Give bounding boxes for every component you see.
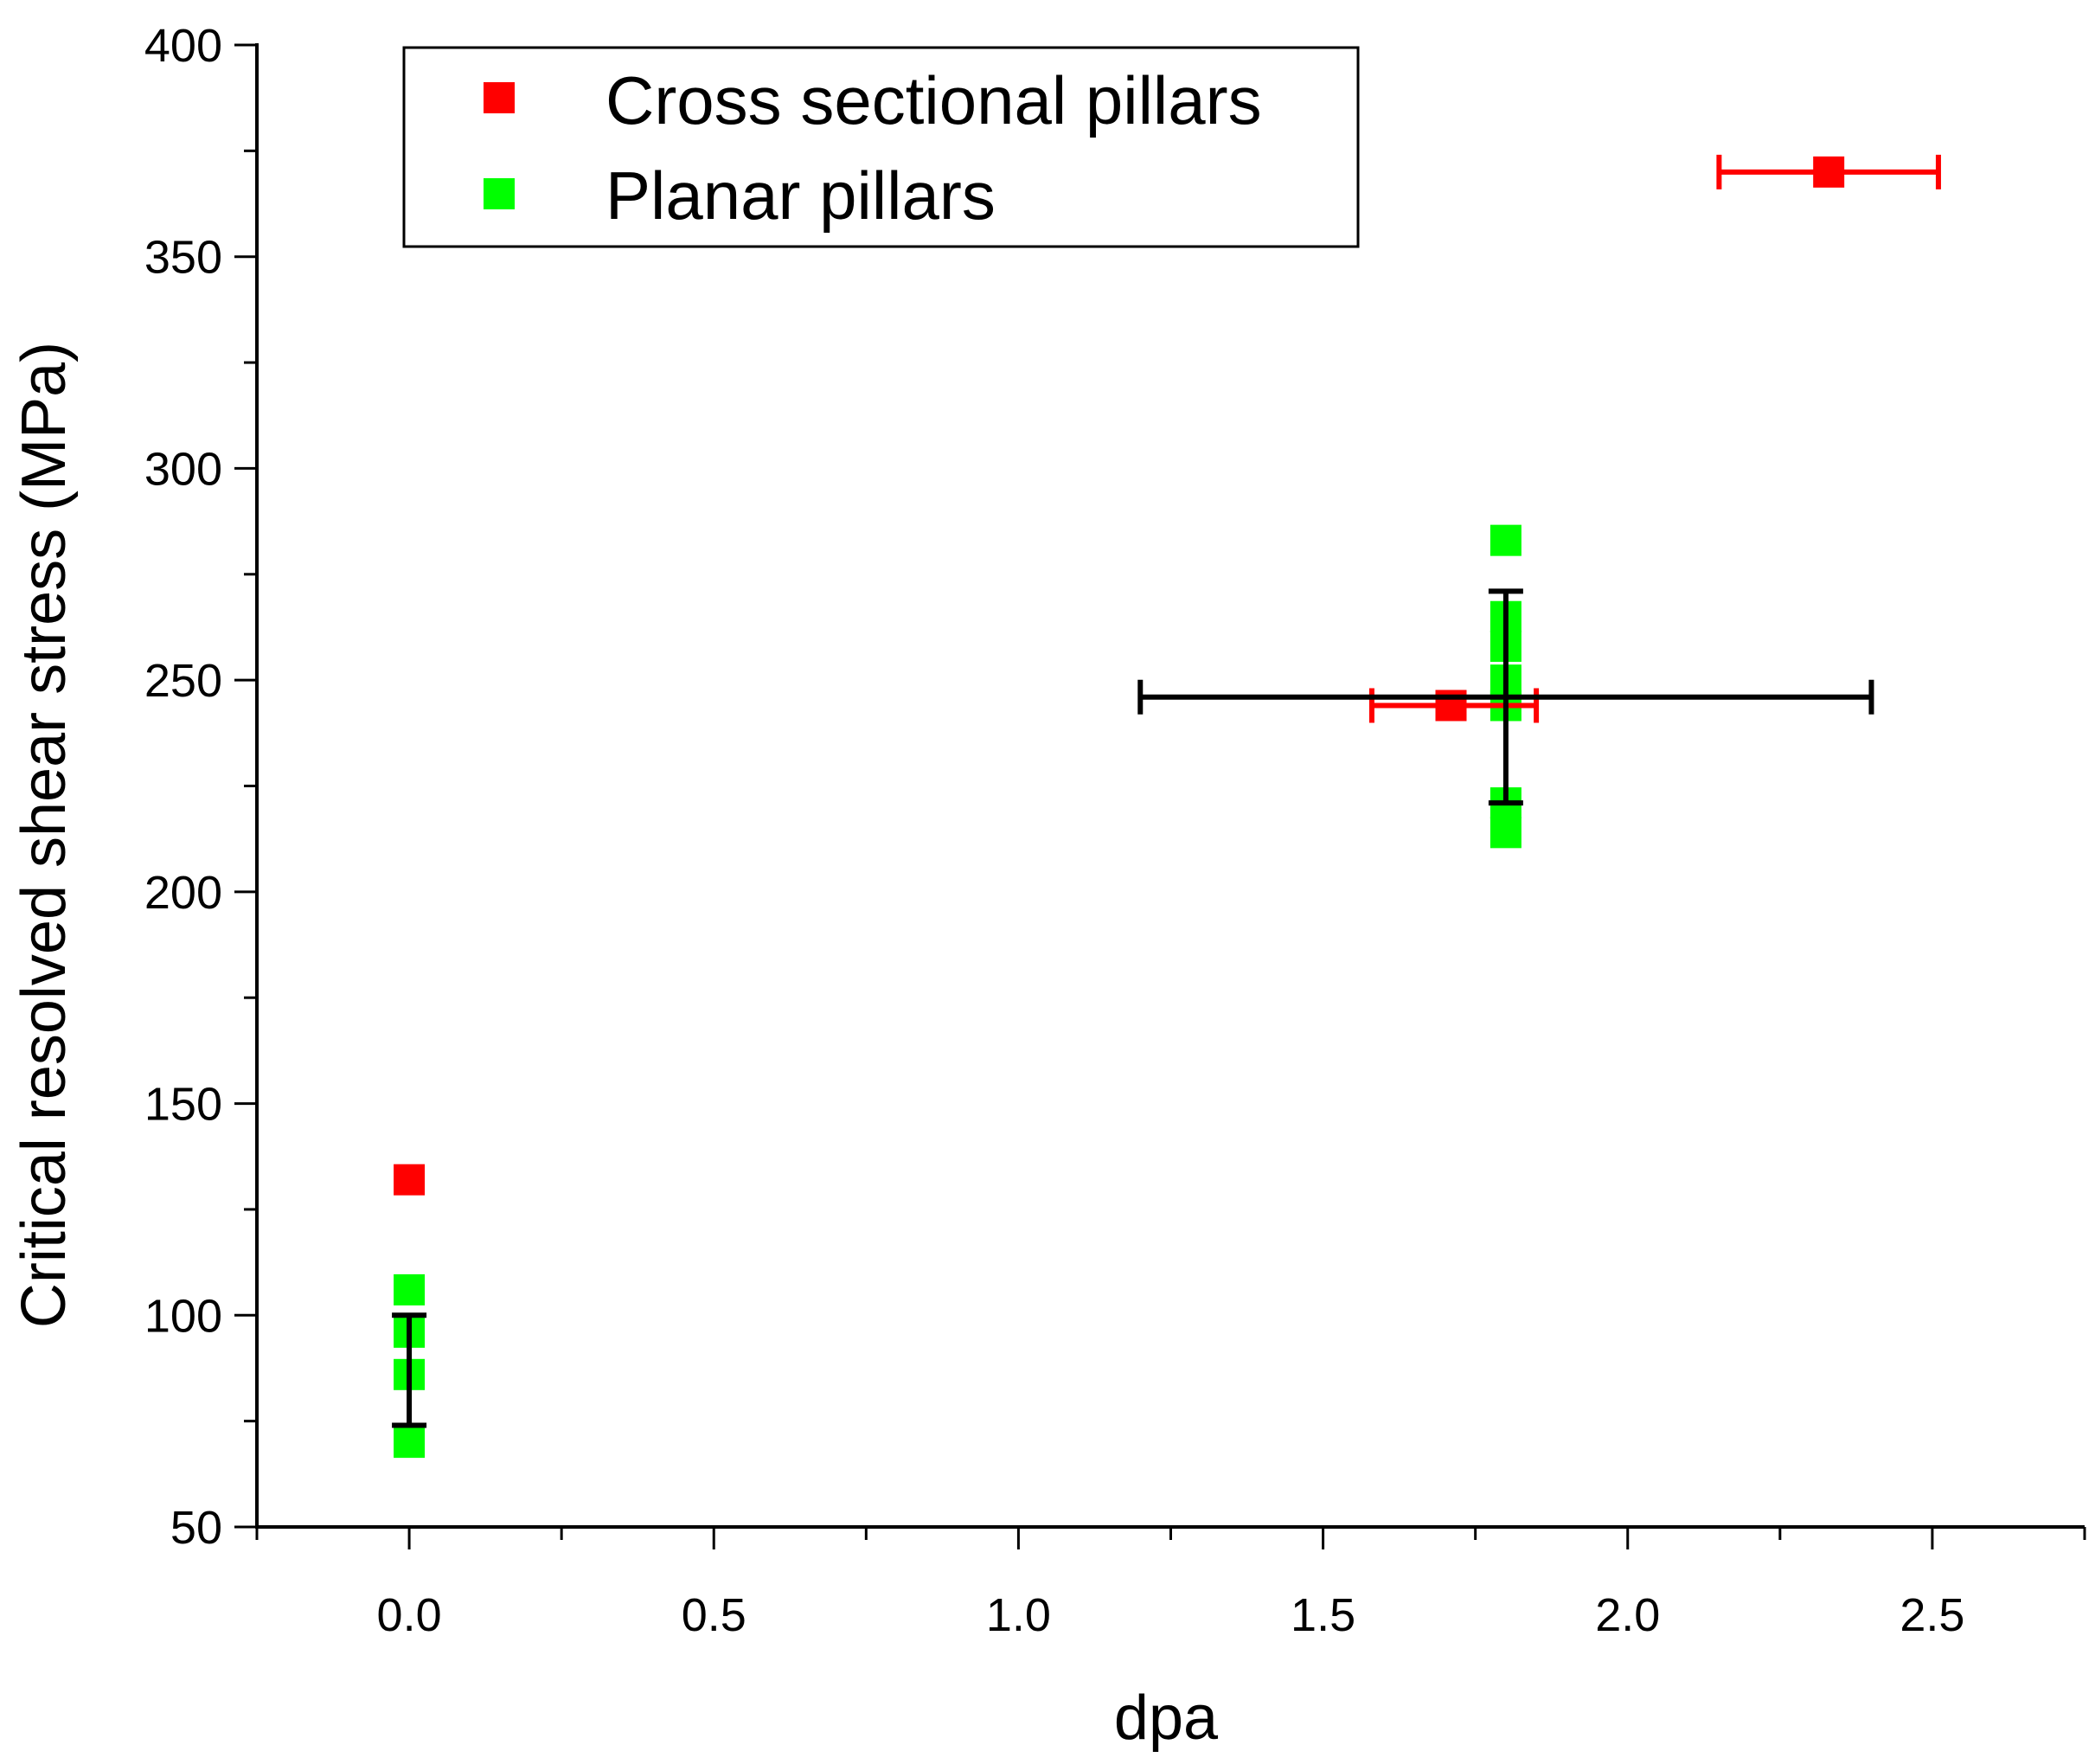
axes	[255, 43, 2085, 1529]
y-tick-label: 50	[170, 1502, 222, 1554]
planar-pillar-point	[1490, 817, 1522, 849]
legend-label-planar: Planar pillars	[605, 157, 996, 234]
plot-marks	[392, 154, 1941, 1459]
y-tick-label: 200	[144, 867, 222, 919]
y-tick-label: 300	[144, 443, 222, 495]
planar-pillar-point	[394, 1427, 426, 1459]
x-axis-ticks: 0.0 0.5 1.0 1.5 2.0 2.5	[255, 1527, 2086, 1641]
x-tick-label: 2.0	[1595, 1589, 1660, 1641]
legend-swatch-planar	[484, 178, 515, 209]
x-tick-label: 2.5	[1900, 1589, 1964, 1641]
planar-pillar-point	[394, 1273, 426, 1305]
cross-sectional-point	[394, 1164, 426, 1196]
y-tick-label: 350	[144, 232, 222, 284]
y-tick-label: 400	[144, 20, 222, 72]
x-tick-label: 0.0	[377, 1589, 442, 1641]
y-axis-title: Critical resolved shear stress (MPa)	[10, 342, 79, 1328]
legend-label-cross-sectional: Cross sectional pillars	[605, 62, 1262, 138]
x-tick-label: 0.5	[682, 1589, 746, 1641]
y-tick-label: 100	[144, 1290, 222, 1342]
x-axis-title: dpa	[1114, 1684, 1219, 1753]
x-tick-label: 1.0	[986, 1589, 1051, 1641]
x-tick-label: 1.5	[1291, 1589, 1355, 1641]
y-tick-label: 150	[144, 1079, 222, 1131]
y-axis-ticks: 50 100 150 200 250 300 350 400	[144, 20, 257, 1554]
planar-pillar-point	[1490, 524, 1522, 556]
legend-swatch-cross-sectional	[484, 82, 515, 113]
legend-frame	[402, 46, 1360, 248]
y-tick-label: 250	[144, 655, 222, 707]
cross-sectional-point	[1813, 156, 1845, 188]
legend: Cross sectional pillars Planar pillars	[402, 46, 1360, 248]
